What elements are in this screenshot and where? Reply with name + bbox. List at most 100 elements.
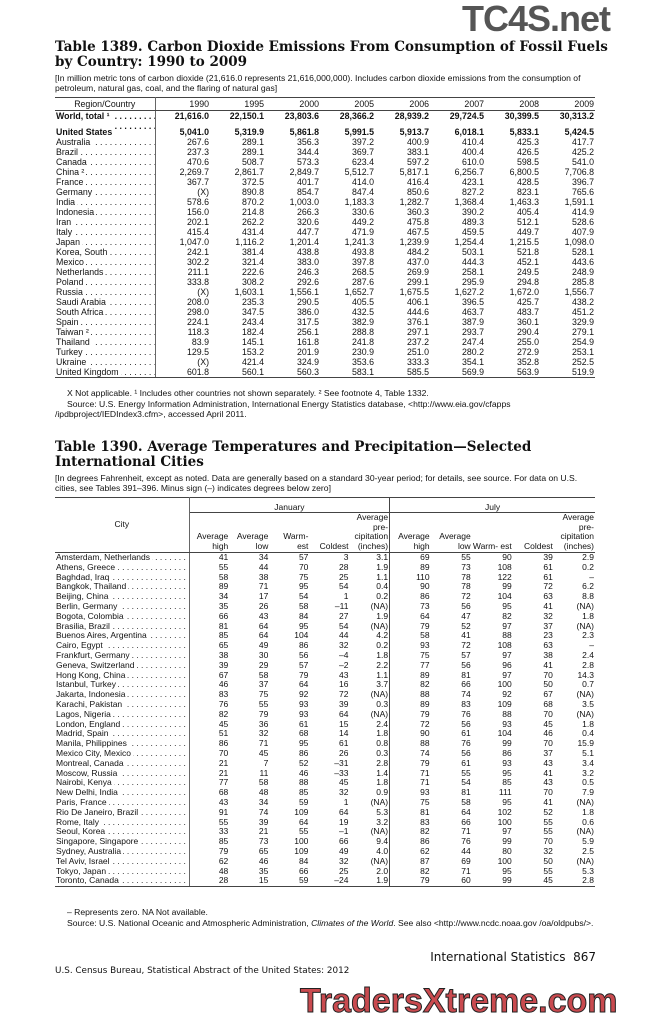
table-row: Madrid, Spain 51 32 68 141.8 90 61 104 46 0.4 [55, 729, 595, 740]
emission-value: 425.3 [516, 137, 539, 147]
climate-value: –31 [334, 757, 349, 768]
climate-value: 84 [298, 610, 309, 621]
country-label: United Kingdom [56, 367, 121, 377]
climate-value: 72 [420, 718, 430, 729]
table-row: Saudi Arabia 208.0 235.3 290.5 405.5 406.1 396… [55, 297, 595, 307]
emission-value: 376.1 [406, 317, 429, 327]
climate-value: 63 [543, 591, 553, 602]
climate-value: 61 [298, 718, 309, 729]
emission-value: 299.1 [406, 277, 429, 287]
climate-value: 99 [471, 875, 513, 888]
country-label: United States [56, 127, 115, 137]
climate-value: 28 [189, 875, 230, 888]
climate-value: 77 [218, 777, 229, 788]
climate-value: 70 [298, 561, 309, 572]
city-label: Manila, Philippines [56, 739, 129, 749]
emission-value: 28,366.2 [339, 111, 374, 121]
climate-value: (NA) [576, 855, 594, 866]
country-label: Netherlands [56, 267, 106, 277]
emission-value: 317.5 [296, 317, 319, 327]
climate-value: 35 [218, 600, 229, 611]
emission-value: 289.1 [241, 147, 264, 157]
city-label: Singapore, Singapore [56, 837, 141, 847]
country-label: Iran [56, 217, 74, 227]
emission-value: 381.4 [241, 247, 264, 257]
city-column-header: City [55, 497, 190, 553]
country-label: Japan [56, 237, 82, 247]
climate-value: 1.8 [582, 718, 594, 729]
climate-value: 58 [218, 571, 229, 582]
country-label: Canada [56, 157, 89, 167]
table-row: Italy 415.4 431.4 447.7 471.9 467.5 459.5 449.7… [55, 227, 595, 237]
climate-value: 95 [298, 738, 309, 749]
climate-value: 55 [298, 826, 309, 837]
climate-value: (NA) [576, 826, 594, 837]
emission-value: 585.5 [375, 367, 430, 378]
table-row: China ² 2,269.7 2,861.7 2,849.7 5,512.7 5,817… [55, 167, 595, 177]
climate-value: 43 [258, 610, 269, 621]
city-name: Athens, Greece [55, 562, 190, 573]
climate-value: 49 [339, 845, 349, 856]
table-row: Netherlands 211.1 222.6 246.3 268.5 269.9 258.… [55, 267, 595, 277]
climate-value: 110 [416, 571, 430, 582]
emission-value: 425.2 [571, 147, 594, 157]
climate-value: 0.5 [582, 777, 594, 788]
climate-value: 52 [543, 806, 553, 817]
climate-value: 75 [420, 796, 430, 807]
emission-value: 1,652.7 [344, 287, 374, 297]
city-name: Baghdad, Iraq [55, 572, 190, 583]
table-row: Rio De Janeiro, Brazil9174109645.3816410… [55, 806, 595, 818]
table1-notes: X Not applicable. ¹ Includes other count… [55, 388, 595, 420]
climate-value: 111 [498, 787, 512, 798]
climate-value: 109 [294, 845, 309, 856]
emission-value: 266.3 [296, 207, 319, 217]
climate-value: 1 [343, 591, 349, 602]
climate-value: 58 [298, 600, 309, 611]
city-label: Montreal, Canada [56, 758, 126, 768]
emission-value: 1,556.7 [564, 287, 594, 297]
climate-value: 21 [218, 757, 229, 768]
emission-value: 372.5 [241, 177, 264, 187]
emission-value: 850.6 [406, 187, 429, 197]
climate-value: 70 [543, 738, 553, 749]
climate-value: 73 [258, 836, 269, 847]
city-name: Sydney, Australia [55, 846, 190, 857]
table-row: Turkey 129.5 153.2 201.9 230.9 251.0 280.2 272.… [55, 347, 595, 357]
climate-value: 66 [298, 865, 309, 876]
climate-value: 17 [258, 591, 269, 602]
climate-value: 0.4 [349, 582, 391, 593]
year-column-header: 2008 [485, 97, 540, 111]
country-label: Ukraine [56, 357, 89, 367]
climate-value: 3.2 [582, 767, 594, 778]
emission-value: 247.4 [461, 337, 484, 347]
climate-value: 93 [420, 640, 430, 651]
climate-value: 88 [420, 689, 430, 700]
climate-value: 82 [420, 826, 430, 837]
climate-value: 70 [543, 836, 553, 847]
table1-source: Source: U.S. Energy Information Administ… [55, 398, 511, 420]
emission-value: 471.9 [351, 227, 374, 237]
climate-value: 1.4 [349, 768, 391, 779]
emission-value: 443.6 [571, 257, 594, 267]
climate-value: 28 [339, 561, 349, 572]
climate-value: 71 [461, 865, 471, 876]
climate-value: 41 [218, 552, 229, 562]
climate-value: 46 [218, 679, 229, 690]
climate-value: 71 [258, 581, 269, 592]
emission-value: 444.3 [461, 257, 484, 267]
climate-value: 45 [512, 875, 554, 888]
climate-value: 66 [461, 679, 471, 690]
climate-value: 85 [218, 630, 229, 641]
emission-value: 483.7 [516, 307, 539, 317]
table-row: Tel Aviv, Israel62468432(NA)876910050(NA… [55, 855, 595, 867]
group-header-july: July [389, 497, 595, 513]
climate-value: 54 [339, 581, 349, 592]
table-row: New Delhi, India 68 48 85 320.9 93 81 111 70 7.9 [55, 787, 595, 798]
region-column-header: Region/Country [55, 97, 156, 111]
emission-value: 1,282.7 [399, 197, 429, 207]
city-label: Beijing, China [56, 592, 111, 602]
climate-value: 85 [298, 787, 309, 798]
climate-value: 95 [502, 796, 512, 807]
climate-value: 84 [298, 855, 309, 866]
emission-value: 254.9 [571, 337, 594, 347]
